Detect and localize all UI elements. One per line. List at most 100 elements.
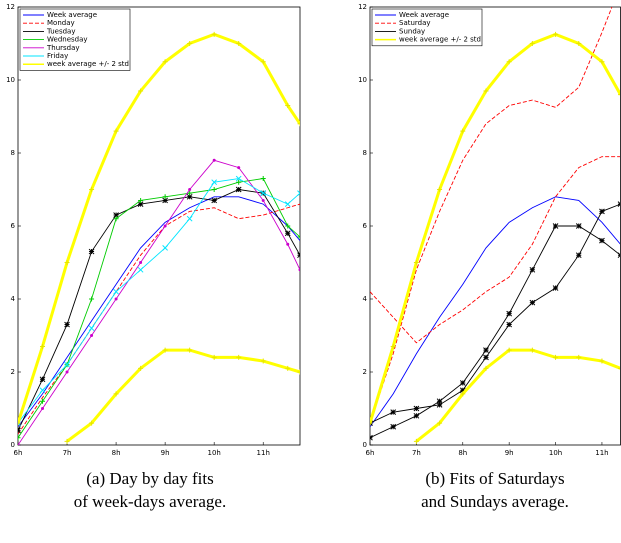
y-tick-label: 8 [363, 149, 367, 157]
y-tick-label: 10 [358, 76, 367, 84]
marker [575, 223, 582, 229]
subplot: 6h 7h 8h 9h 10h 11h 0 2 4 6 8 10 12 Week averageSatur… [358, 3, 621, 457]
marker [506, 347, 512, 353]
subplot: 6h 7h 8h 9h 10h 11h 0 2 4 6 8 10 12 Week averageMonda… [6, 3, 301, 457]
marker [483, 365, 489, 371]
marker [413, 405, 420, 412]
marker [553, 354, 559, 360]
marker [529, 266, 536, 273]
marker [138, 197, 144, 203]
marker [618, 365, 620, 371]
marker [529, 299, 536, 306]
marker [297, 252, 300, 259]
marker [575, 252, 582, 259]
y-tick-label: 0 [363, 441, 367, 449]
marker [297, 369, 300, 375]
marker [187, 347, 193, 353]
marker [413, 412, 420, 419]
marker [599, 208, 605, 215]
marker [576, 41, 582, 46]
marker [297, 234, 300, 240]
y-tick-label: 8 [11, 149, 15, 157]
legend-label: Thursday [46, 44, 80, 52]
marker [89, 420, 95, 426]
legend-label: week average +/- 2 std [399, 36, 481, 44]
marker [286, 242, 290, 246]
marker [236, 179, 242, 185]
marker [90, 334, 94, 337]
caption: of week-days average. [74, 492, 226, 511]
marker [460, 391, 466, 397]
marker [211, 197, 218, 204]
marker [41, 407, 45, 410]
marker [64, 438, 70, 444]
marker [285, 223, 291, 229]
x-tick-label: 9h [161, 449, 170, 457]
marker [18, 435, 21, 441]
marker [162, 194, 168, 200]
y-tick-label: 2 [11, 368, 15, 376]
series-line [370, 196, 620, 428]
marker [506, 59, 512, 65]
x-tick-label: 11h [595, 449, 608, 457]
marker [260, 59, 266, 65]
marker [139, 261, 143, 264]
x-tick-label: 7h [63, 449, 72, 457]
marker [599, 237, 605, 244]
marker [483, 347, 489, 353]
marker [529, 347, 535, 353]
marker [552, 223, 559, 229]
legend-label: week average +/- 2 std [47, 60, 129, 68]
series-line [370, 7, 613, 424]
y-tick-label: 12 [6, 3, 15, 11]
plot-lines [370, 7, 620, 444]
marker [459, 380, 466, 386]
marker [436, 401, 443, 408]
y-tick-label: 4 [11, 295, 16, 303]
marker [89, 187, 95, 192]
legend-label: Week average [399, 11, 449, 19]
marker [186, 193, 193, 200]
marker [88, 325, 95, 332]
marker [284, 201, 291, 207]
marker [39, 387, 46, 394]
marker [113, 128, 119, 134]
marker [370, 420, 373, 426]
marker [211, 354, 217, 360]
marker [188, 188, 192, 191]
marker [186, 215, 193, 222]
marker [113, 212, 119, 218]
x-tick-label: 10h [549, 449, 562, 457]
marker [599, 59, 605, 65]
marker [285, 365, 291, 371]
y-tick-label: 6 [11, 222, 16, 230]
marker [553, 31, 559, 37]
marker [65, 370, 69, 374]
legend-label: Saturday [399, 19, 431, 27]
marker [235, 186, 242, 193]
marker [39, 376, 46, 383]
marker [506, 310, 513, 317]
marker [113, 288, 119, 295]
plot-lines [18, 31, 300, 445]
marker [576, 354, 582, 360]
marker [18, 443, 20, 445]
marker [284, 230, 291, 237]
marker [64, 260, 70, 265]
marker [64, 321, 70, 328]
marker [138, 88, 144, 94]
marker [162, 197, 168, 204]
x-tick-label: 8h [458, 449, 467, 457]
marker [235, 175, 242, 182]
caption: (a) Day by day fits [86, 469, 213, 488]
marker [260, 358, 266, 364]
legend-label: Monday [47, 19, 75, 27]
marker [162, 245, 168, 251]
marker [297, 121, 300, 127]
marker [137, 266, 144, 273]
marker [114, 297, 118, 301]
marker [297, 190, 300, 197]
marker [89, 296, 95, 302]
marker [113, 216, 119, 222]
marker [390, 343, 396, 349]
